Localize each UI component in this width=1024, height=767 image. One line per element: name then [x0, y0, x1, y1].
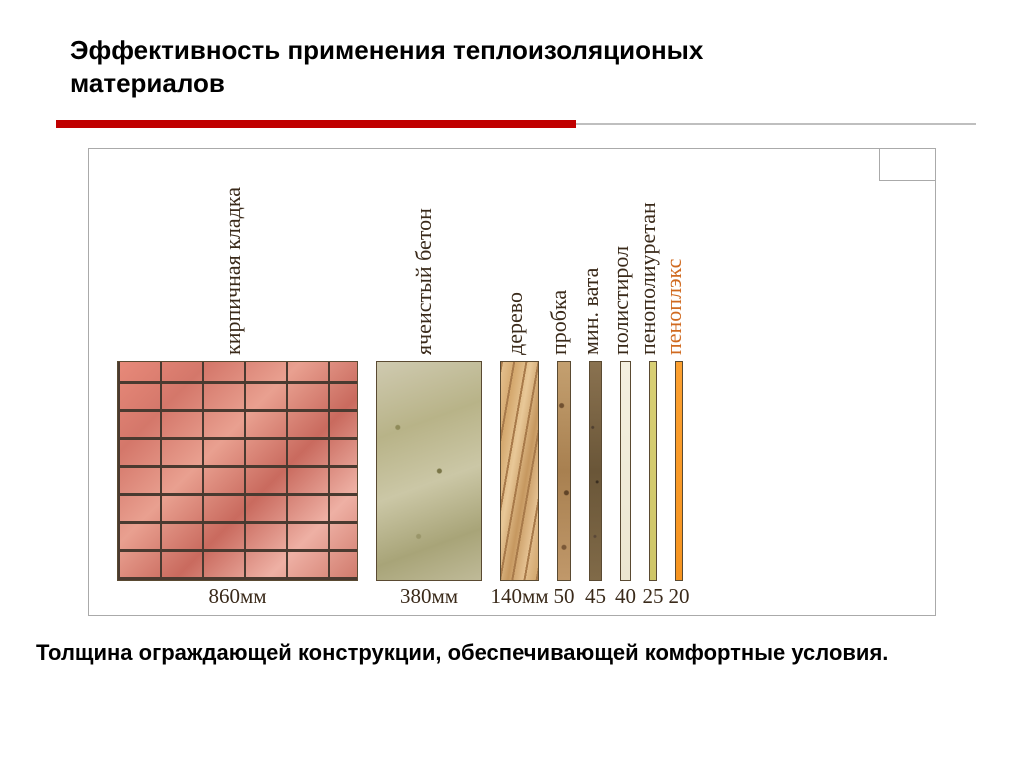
bars-area: [89, 361, 935, 581]
material-label: ячеистый бетон: [411, 208, 437, 355]
chart-caption: Толщина ограждающей конструкции, обеспеч…: [36, 640, 888, 666]
material-label: дерево: [502, 292, 528, 355]
title-underline: [56, 120, 976, 128]
material-bar: [589, 361, 602, 581]
material-bar: [620, 361, 631, 581]
material-label: пробка: [546, 290, 572, 355]
chart-canvas: кирпичная кладка 860мм ячеистый бетон 380мм…: [89, 149, 935, 615]
material-thickness-value: 20: [639, 584, 719, 609]
material-bar: [117, 361, 358, 581]
underline-grey: [576, 123, 976, 125]
material-bar: [649, 361, 657, 581]
material-label: кирпичная кладка: [220, 187, 246, 355]
material-label: пенополиуретан: [635, 202, 661, 355]
material-bar: [376, 361, 482, 581]
slide-title-block: Эффективность применения теплоизоляционы…: [0, 0, 1024, 99]
material-thickness-value: 860мм: [198, 584, 278, 609]
material-bar: [500, 361, 539, 581]
material-label: мин. вата: [578, 268, 604, 355]
material-thickness-value: 380мм: [389, 584, 469, 609]
material-bar: [675, 361, 683, 581]
underline-red: [56, 120, 576, 128]
slide-title-line1: Эффективность применения теплоизоляционы…: [70, 34, 1024, 67]
material-bar: [557, 361, 571, 581]
slide-title-line2: материалов: [70, 67, 1024, 100]
materials-chart: кирпичная кладка 860мм ячеистый бетон 380мм…: [88, 148, 936, 616]
material-label: полистирол: [608, 246, 634, 355]
material-label: пеноплэкс: [661, 259, 687, 355]
